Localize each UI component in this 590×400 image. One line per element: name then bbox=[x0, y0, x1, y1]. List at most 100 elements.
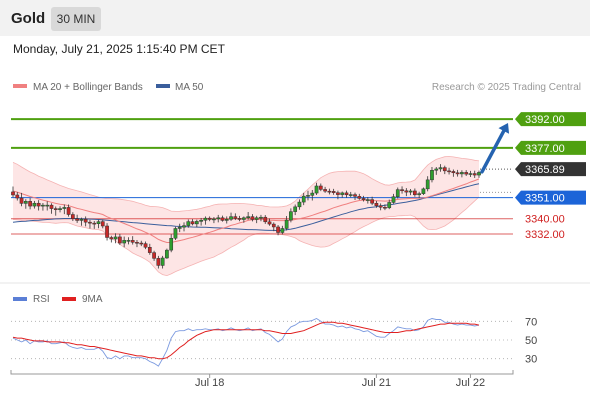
candle bbox=[395, 187, 400, 199]
candle bbox=[271, 222, 276, 232]
candle bbox=[36, 200, 41, 211]
candle bbox=[336, 190, 340, 200]
candle-body bbox=[430, 170, 434, 181]
candle-body bbox=[246, 216, 250, 219]
candle bbox=[88, 219, 92, 229]
candle bbox=[430, 167, 434, 183]
candle bbox=[203, 216, 208, 225]
candle-body bbox=[220, 217, 225, 221]
candle-body bbox=[194, 221, 199, 225]
candle bbox=[434, 167, 439, 175]
candle-body bbox=[434, 168, 439, 171]
candle bbox=[130, 236, 135, 245]
candle bbox=[314, 182, 319, 195]
candle bbox=[71, 212, 75, 222]
candle bbox=[169, 234, 174, 253]
candle-body bbox=[182, 225, 186, 228]
candle-body bbox=[331, 191, 336, 193]
pivot-level-tag bbox=[515, 190, 586, 205]
candle-body bbox=[404, 190, 409, 193]
rsi-gridlines bbox=[11, 320, 513, 360]
candle bbox=[242, 216, 246, 223]
candle bbox=[143, 241, 148, 250]
rsi-tick-labels: 70 50 30 bbox=[525, 316, 537, 365]
candle-body bbox=[19, 197, 24, 204]
candle bbox=[408, 189, 413, 196]
rsi-tick-label: 50 bbox=[525, 335, 537, 347]
candle bbox=[41, 203, 45, 211]
candle-body bbox=[318, 185, 323, 190]
candle-body bbox=[263, 216, 268, 223]
candle-body bbox=[340, 192, 345, 195]
candle bbox=[425, 176, 430, 192]
candle-body bbox=[83, 219, 88, 223]
candle-body bbox=[413, 190, 417, 196]
candle-body bbox=[254, 217, 259, 220]
candle bbox=[229, 212, 233, 221]
projection-arrow-shaft bbox=[480, 129, 506, 174]
moving-averages bbox=[12, 178, 480, 243]
candle bbox=[417, 191, 421, 199]
candle bbox=[301, 192, 306, 206]
candle bbox=[413, 188, 417, 197]
ma50-line bbox=[12, 183, 480, 232]
last-level-tag bbox=[515, 162, 586, 177]
candle-body bbox=[66, 207, 71, 215]
candle bbox=[280, 225, 285, 235]
candle-body bbox=[165, 249, 169, 259]
ma20-line bbox=[12, 178, 480, 243]
candle-body bbox=[442, 167, 447, 172]
candle-body bbox=[135, 242, 139, 244]
candle bbox=[28, 198, 32, 210]
candle-body bbox=[88, 221, 92, 224]
candle bbox=[233, 213, 238, 221]
candle-body bbox=[348, 194, 353, 196]
projection-arrow bbox=[480, 122, 510, 174]
candle-body bbox=[177, 226, 182, 229]
chart-header: Gold 30 MIN bbox=[0, 0, 590, 36]
candle-body bbox=[147, 247, 152, 253]
bollinger-lower-line bbox=[12, 196, 480, 277]
candle bbox=[224, 216, 229, 224]
candle-body bbox=[378, 205, 383, 208]
level-labels: 3392.00 3377.00 3365.89 3351.00 3340.00 3332.… bbox=[515, 112, 586, 241]
candle bbox=[75, 214, 79, 223]
ma20-legend-swatch bbox=[13, 84, 27, 88]
candle-body bbox=[212, 218, 216, 221]
bollinger-band-fill bbox=[13, 156, 479, 276]
rsi-legend-swatch bbox=[13, 297, 27, 301]
timeframe-button[interactable]: 30 MIN bbox=[51, 7, 101, 31]
pivot-level-label: 3351.00 bbox=[525, 193, 565, 205]
candle bbox=[92, 221, 97, 229]
candlesticks bbox=[11, 164, 481, 269]
candle-body bbox=[186, 221, 191, 226]
candle-body bbox=[156, 258, 161, 266]
candle bbox=[190, 219, 195, 226]
candle-body bbox=[477, 172, 481, 176]
rsi-ma9-line bbox=[12, 321, 480, 360]
candle bbox=[284, 216, 289, 231]
candle-body bbox=[71, 214, 75, 219]
ma20-legend-label: MA 20 + Bollinger Bands bbox=[33, 82, 143, 93]
candle bbox=[66, 204, 71, 217]
candle bbox=[45, 201, 50, 211]
candle-body bbox=[425, 179, 430, 190]
candle bbox=[177, 223, 182, 233]
ma9-legend-label: 9MA bbox=[82, 294, 103, 305]
candle-body bbox=[169, 238, 174, 251]
candle-body bbox=[310, 192, 315, 196]
candle-body bbox=[455, 172, 460, 175]
candle bbox=[139, 240, 144, 247]
candle bbox=[126, 237, 131, 245]
candle bbox=[186, 219, 191, 228]
candle bbox=[79, 217, 84, 226]
candle-body bbox=[36, 202, 41, 207]
candle-body bbox=[451, 171, 456, 174]
candle bbox=[331, 188, 336, 195]
candle-body bbox=[199, 220, 203, 222]
candle-body bbox=[306, 195, 310, 197]
candle bbox=[83, 216, 88, 227]
candle bbox=[160, 255, 165, 269]
candle bbox=[455, 169, 460, 177]
ma50-legend-label: MA 50 bbox=[175, 82, 204, 93]
